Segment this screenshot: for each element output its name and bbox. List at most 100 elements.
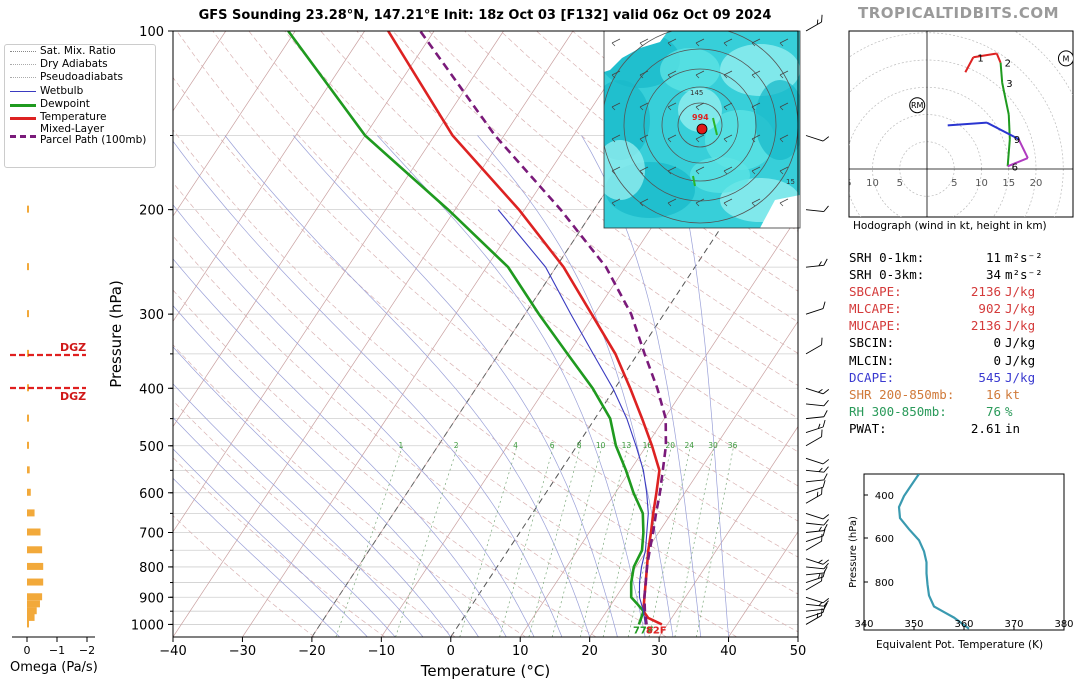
wind-barb bbox=[805, 569, 826, 583]
hodograph-ring-label: 5 bbox=[897, 178, 903, 189]
eqpt-y-tick-label: 600 bbox=[875, 534, 894, 545]
hodograph-ring-label: 20 bbox=[1030, 178, 1043, 189]
legend-swatch bbox=[10, 77, 36, 79]
mixing-ratio-label: 4 bbox=[513, 441, 518, 450]
moist-adiabat bbox=[477, 135, 674, 637]
barb-shaft bbox=[805, 416, 824, 420]
dry-adiabat bbox=[248, 31, 798, 487]
barb-shaft bbox=[805, 344, 822, 355]
eqpt-x-tick-label: 370 bbox=[1004, 619, 1023, 630]
skewt-frame bbox=[172, 30, 799, 638]
y-tick-label: 900 bbox=[139, 591, 164, 606]
dry-adiabat bbox=[284, 31, 798, 453]
y-axis-label: Pressure (hPa) bbox=[107, 280, 125, 388]
barb-shaft bbox=[805, 264, 824, 268]
profiles bbox=[287, 31, 668, 626]
barb-flag bbox=[816, 19, 819, 25]
dry-adiabat bbox=[320, 31, 798, 419]
barb-flag bbox=[823, 600, 829, 607]
mixing-ratio-line bbox=[499, 445, 555, 637]
parameter-row: MLCAPE: 902 J/kg bbox=[849, 301, 1059, 318]
barb-shaft bbox=[805, 603, 824, 607]
parameter-row: SRH 0-1km: 11 m²s⁻² bbox=[849, 250, 1059, 267]
parameter-value: 902 bbox=[978, 301, 1001, 317]
omega-bar bbox=[27, 600, 40, 608]
barb-flag bbox=[823, 473, 828, 481]
map-wind-arrow bbox=[751, 134, 761, 143]
map-isobar bbox=[661, 86, 739, 164]
parameter-row: MUCAPE: 2136 J/kg bbox=[849, 318, 1059, 335]
map-wind-arrow bbox=[639, 134, 649, 143]
wind-barb bbox=[805, 566, 828, 576]
barb-shaft bbox=[805, 457, 824, 465]
wind-barb bbox=[805, 602, 828, 612]
parameter-row: DCAPE: 545 J/kg bbox=[849, 370, 1059, 387]
parameter-label: MUCAPE: bbox=[849, 318, 902, 334]
parameter-row: MLCIN: 0 J/kg bbox=[849, 353, 1059, 370]
map-wind-arrow bbox=[779, 134, 789, 143]
barb-flag bbox=[821, 534, 823, 542]
isotherm bbox=[173, 31, 296, 217]
eqpt-xlabel: Equivalent Pot. Temperature (K) bbox=[876, 639, 1044, 651]
dry-adiabat bbox=[356, 31, 798, 386]
hodograph-height-label: 2 bbox=[1005, 59, 1011, 70]
mixing-ratio-label: 36 bbox=[728, 441, 738, 450]
barb-shaft bbox=[805, 512, 824, 520]
map-wind-arrow bbox=[639, 70, 649, 79]
barb-flag bbox=[818, 526, 822, 532]
barb-shaft bbox=[805, 21, 822, 32]
wind-barb bbox=[805, 301, 826, 315]
moist-adiabat bbox=[173, 346, 452, 637]
barb-shaft bbox=[805, 530, 824, 533]
barb-flag bbox=[818, 559, 823, 564]
map-wind-arrow bbox=[611, 198, 621, 207]
map-land bbox=[760, 195, 800, 228]
y-tick-label: 1000 bbox=[131, 618, 164, 633]
barb-flag bbox=[818, 467, 823, 473]
barb-shaft bbox=[805, 558, 824, 565]
x-tick-label: −20 bbox=[298, 644, 325, 659]
parameter-label: SRH 0-1km: bbox=[849, 250, 925, 265]
y-tick-label: 700 bbox=[139, 527, 164, 542]
barb-shaft bbox=[805, 596, 824, 604]
barb-flag bbox=[821, 337, 823, 345]
parameter-label: SBCAPE: bbox=[849, 284, 902, 300]
hodograph-segment bbox=[1001, 82, 1010, 115]
hodograph-ring-label: 15 bbox=[1002, 178, 1015, 189]
parameter-unit: J/kg bbox=[1005, 352, 1036, 368]
parameter-row: SBCIN: 0 J/kg bbox=[849, 335, 1059, 352]
map-wind-arrow bbox=[667, 102, 677, 111]
wind-barb bbox=[805, 596, 830, 604]
map-moisture-patch bbox=[755, 80, 800, 160]
omega-bar bbox=[27, 620, 29, 628]
map-wind-arrow bbox=[611, 102, 621, 111]
legend-label: Dewpoint bbox=[40, 97, 90, 110]
barb-shaft bbox=[805, 209, 824, 212]
parameter-unit: J/kg bbox=[1005, 369, 1036, 385]
omega-bar bbox=[27, 528, 41, 536]
x-tick-label: 40 bbox=[720, 644, 737, 659]
map-wind-arrow bbox=[611, 70, 621, 79]
barb-shaft bbox=[805, 387, 824, 395]
wind-barb bbox=[805, 387, 830, 395]
isotherm bbox=[173, 31, 435, 428]
parameter-value: 2136 bbox=[970, 318, 1001, 334]
map-wind-arrow bbox=[723, 102, 733, 111]
wind-barb bbox=[805, 480, 826, 494]
moist-adiabat bbox=[581, 135, 702, 637]
map-wind-arrow bbox=[779, 198, 789, 207]
isotherm bbox=[728, 531, 798, 637]
profile-wetbulb bbox=[497, 209, 649, 625]
parameter-value: 2.61 bbox=[970, 420, 1001, 436]
hodograph-storm-motion-label: RM bbox=[911, 101, 924, 110]
map-isobar-label: 145 bbox=[690, 89, 703, 97]
hodograph-segment bbox=[947, 121, 988, 127]
brand-logo-text[interactable]: TROPICALTIDBITS.COM bbox=[858, 4, 1059, 22]
barb-flag bbox=[823, 519, 829, 526]
moist-adiabat bbox=[668, 135, 729, 637]
wind-barb bbox=[805, 337, 823, 355]
parameter-table: SRH 0-1km: 11 m²s⁻² SRH 0-3km: 34 m²s⁻² SBCAPE… bbox=[849, 250, 1059, 438]
map-wind-arrow bbox=[695, 198, 705, 207]
parameter-unit: J/kg bbox=[1005, 335, 1036, 351]
